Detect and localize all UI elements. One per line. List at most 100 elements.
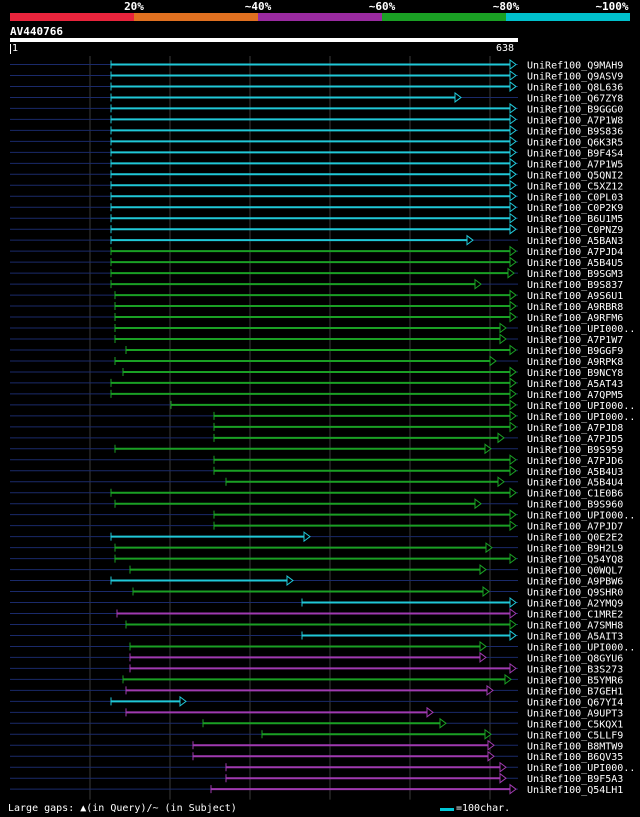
hit-arrow (497, 432, 505, 444)
hit-label[interactable]: UniRef100_C0PNZ9 (527, 225, 623, 236)
hit-label[interactable]: UniRef100_A7QPM5 (527, 390, 623, 401)
hit-label[interactable]: UniRef100_Q9ASV9 (527, 71, 623, 82)
hit-label[interactable]: UniRef100_A7SMH8 (527, 620, 623, 631)
hit-arrow (286, 575, 294, 587)
hit-label[interactable]: UniRef100_B6QV35 (527, 752, 623, 763)
hit-label[interactable]: UniRef100_A7PJD7 (527, 522, 623, 533)
hit-label[interactable]: UniRef100_A9RPK8 (527, 357, 623, 368)
hit-label[interactable]: UniRef100_UPI000.. (527, 412, 635, 423)
hit-label[interactable]: UniRef100_A7PJD4 (527, 247, 623, 258)
hit-label[interactable]: UniRef100_B9S836 (527, 126, 623, 137)
hit-arrow (509, 388, 517, 400)
hit-label[interactable]: UniRef100_A7PJD8 (527, 423, 623, 434)
hit-label[interactable]: UniRef100_UPI000.. (527, 763, 635, 774)
hit-label[interactable]: UniRef100_B9S960 (527, 500, 623, 511)
hit-label[interactable]: UniRef100_Q6K3R5 (527, 137, 623, 148)
hit-label[interactable]: UniRef100_A5AIT3 (527, 631, 623, 642)
hit-label[interactable]: UniRef100_A7PJD6 (527, 456, 623, 467)
hit-label[interactable]: UniRef100_Q67YI4 (527, 697, 623, 708)
hit-label[interactable]: UniRef100_C1E0B6 (527, 489, 623, 500)
hit-label[interactable]: UniRef100_Q67ZY8 (527, 93, 623, 104)
hit-arrow (484, 443, 492, 455)
hit-label[interactable]: UniRef100_Q0E2E2 (527, 533, 623, 544)
legend-segment (506, 13, 630, 21)
hit-label[interactable]: UniRef100_Q8GYU6 (527, 653, 623, 664)
hit-label[interactable]: UniRef100_B9S837 (527, 280, 623, 291)
hit-label[interactable]: UniRef100_Q54YQ8 (527, 555, 623, 566)
hit-arrow (497, 476, 505, 488)
hit-label[interactable]: UniRef100_B9NCY8 (527, 368, 623, 379)
hit-label[interactable]: UniRef100_B8MTW9 (527, 741, 623, 752)
hit-arrow (509, 289, 517, 301)
hit-label[interactable]: UniRef100_A9RBR8 (527, 302, 623, 313)
hit-label[interactable]: UniRef100_B9SGM3 (527, 269, 623, 280)
hit-arrow (509, 80, 517, 92)
hit-label[interactable]: UniRef100_A7PJD5 (527, 434, 623, 445)
hit-label[interactable]: UniRef100_B9S959 (527, 445, 623, 456)
hit-arrow (509, 410, 517, 422)
hit-arrow (474, 498, 482, 510)
hit-arrow (487, 739, 495, 751)
hit-label[interactable]: UniRef100_UPI000.. (527, 401, 635, 412)
hit-arrow (509, 157, 517, 169)
hit-label[interactable]: UniRef100_Q9SHR0 (527, 588, 623, 599)
hit-arrow (487, 750, 495, 762)
hit-arrow (509, 454, 517, 466)
hit-label[interactable]: UniRef100_C0P2K9 (527, 203, 623, 214)
hit-label[interactable]: UniRef100_B6U1M5 (527, 214, 623, 225)
hit-label[interactable]: UniRef100_B3S273 (527, 664, 623, 675)
hit-label[interactable]: UniRef100_A7P1W5 (527, 159, 623, 170)
hit-label[interactable]: UniRef100_Q54LH1 (527, 785, 623, 796)
query-id: AV440766 (10, 25, 63, 38)
hit-label[interactable]: UniRef100_UPI000.. (527, 324, 635, 335)
legend-label: ~60% (368, 0, 396, 13)
hit-arrow (509, 124, 517, 136)
hit-label[interactable]: UniRef100_B5YMR6 (527, 675, 623, 686)
hit-arrow (479, 651, 487, 663)
hit-label[interactable]: UniRef100_Q9MAH9 (527, 61, 623, 72)
hit-label[interactable]: UniRef100_A5AT43 (527, 379, 623, 390)
hit-label[interactable]: UniRef100_A9RFM6 (527, 313, 623, 324)
hit-label[interactable]: UniRef100_A5BAN3 (527, 236, 623, 247)
hit-label[interactable]: UniRef100_B9F5A3 (527, 774, 623, 785)
hit-label[interactable]: UniRef100_B9H2L9 (527, 544, 623, 555)
hit-label[interactable]: UniRef100_C5KQX1 (527, 719, 623, 730)
hit-arrow (474, 278, 482, 290)
hit-label[interactable]: UniRef100_B9GGG0 (527, 104, 623, 115)
hit-label[interactable]: UniRef100_A7P1W8 (527, 115, 623, 126)
hit-arrow (509, 212, 517, 224)
hit-label[interactable]: UniRef100_A5B4U4 (527, 478, 623, 489)
hit-label[interactable]: UniRef100_Q5QNI2 (527, 170, 623, 181)
hit-label[interactable]: UniRef100_B9GGF9 (527, 346, 623, 357)
hit-label[interactable]: UniRef100_Q8L636 (527, 82, 623, 93)
scale-line (440, 808, 454, 811)
hit-label[interactable]: UniRef100_A9PBW6 (527, 577, 623, 588)
hit-label[interactable]: UniRef100_A9UPT3 (527, 708, 623, 719)
hit-label[interactable]: UniRef100_Q0WQL7 (527, 566, 623, 577)
hit-label[interactable]: UniRef100_UPI000.. (527, 511, 635, 522)
hit-arrow (509, 168, 517, 180)
hit-label[interactable]: UniRef100_UPI000.. (527, 642, 635, 653)
hit-arrow (466, 234, 474, 246)
hit-label[interactable]: UniRef100_C0PL03 (527, 192, 623, 203)
hit-arrow (509, 223, 517, 235)
hit-label[interactable]: UniRef100_C5XZ12 (527, 181, 623, 192)
hit-label[interactable]: UniRef100_A7P1W7 (527, 335, 623, 346)
hit-label[interactable]: UniRef100_C1MRE2 (527, 610, 623, 621)
identity-legend: 20% ~40% ~60% ~80% ~100% (10, 0, 630, 22)
hit-arrow (509, 487, 517, 499)
hit-label[interactable]: UniRef100_B7GEH1 (527, 686, 623, 697)
hit-arrow (509, 509, 517, 521)
hit-label[interactable]: UniRef100_C5LLF9 (527, 730, 623, 741)
legend-label: ~40% (244, 0, 272, 13)
hit-label[interactable]: UniRef100_A5B4U5 (527, 258, 623, 269)
hit-label[interactable]: UniRef100_B9F4S4 (527, 148, 623, 159)
scale-legend: =100char. (456, 803, 511, 814)
hit-arrow (509, 190, 517, 202)
hit-arrow (484, 728, 492, 740)
hit-label[interactable]: UniRef100_A2YMQ9 (527, 599, 623, 610)
hit-label[interactable]: UniRef100_A9S6U1 (527, 291, 623, 302)
hit-arrow (509, 69, 517, 81)
legend-segment (10, 13, 134, 21)
hit-label[interactable]: UniRef100_A5B4U3 (527, 467, 623, 478)
